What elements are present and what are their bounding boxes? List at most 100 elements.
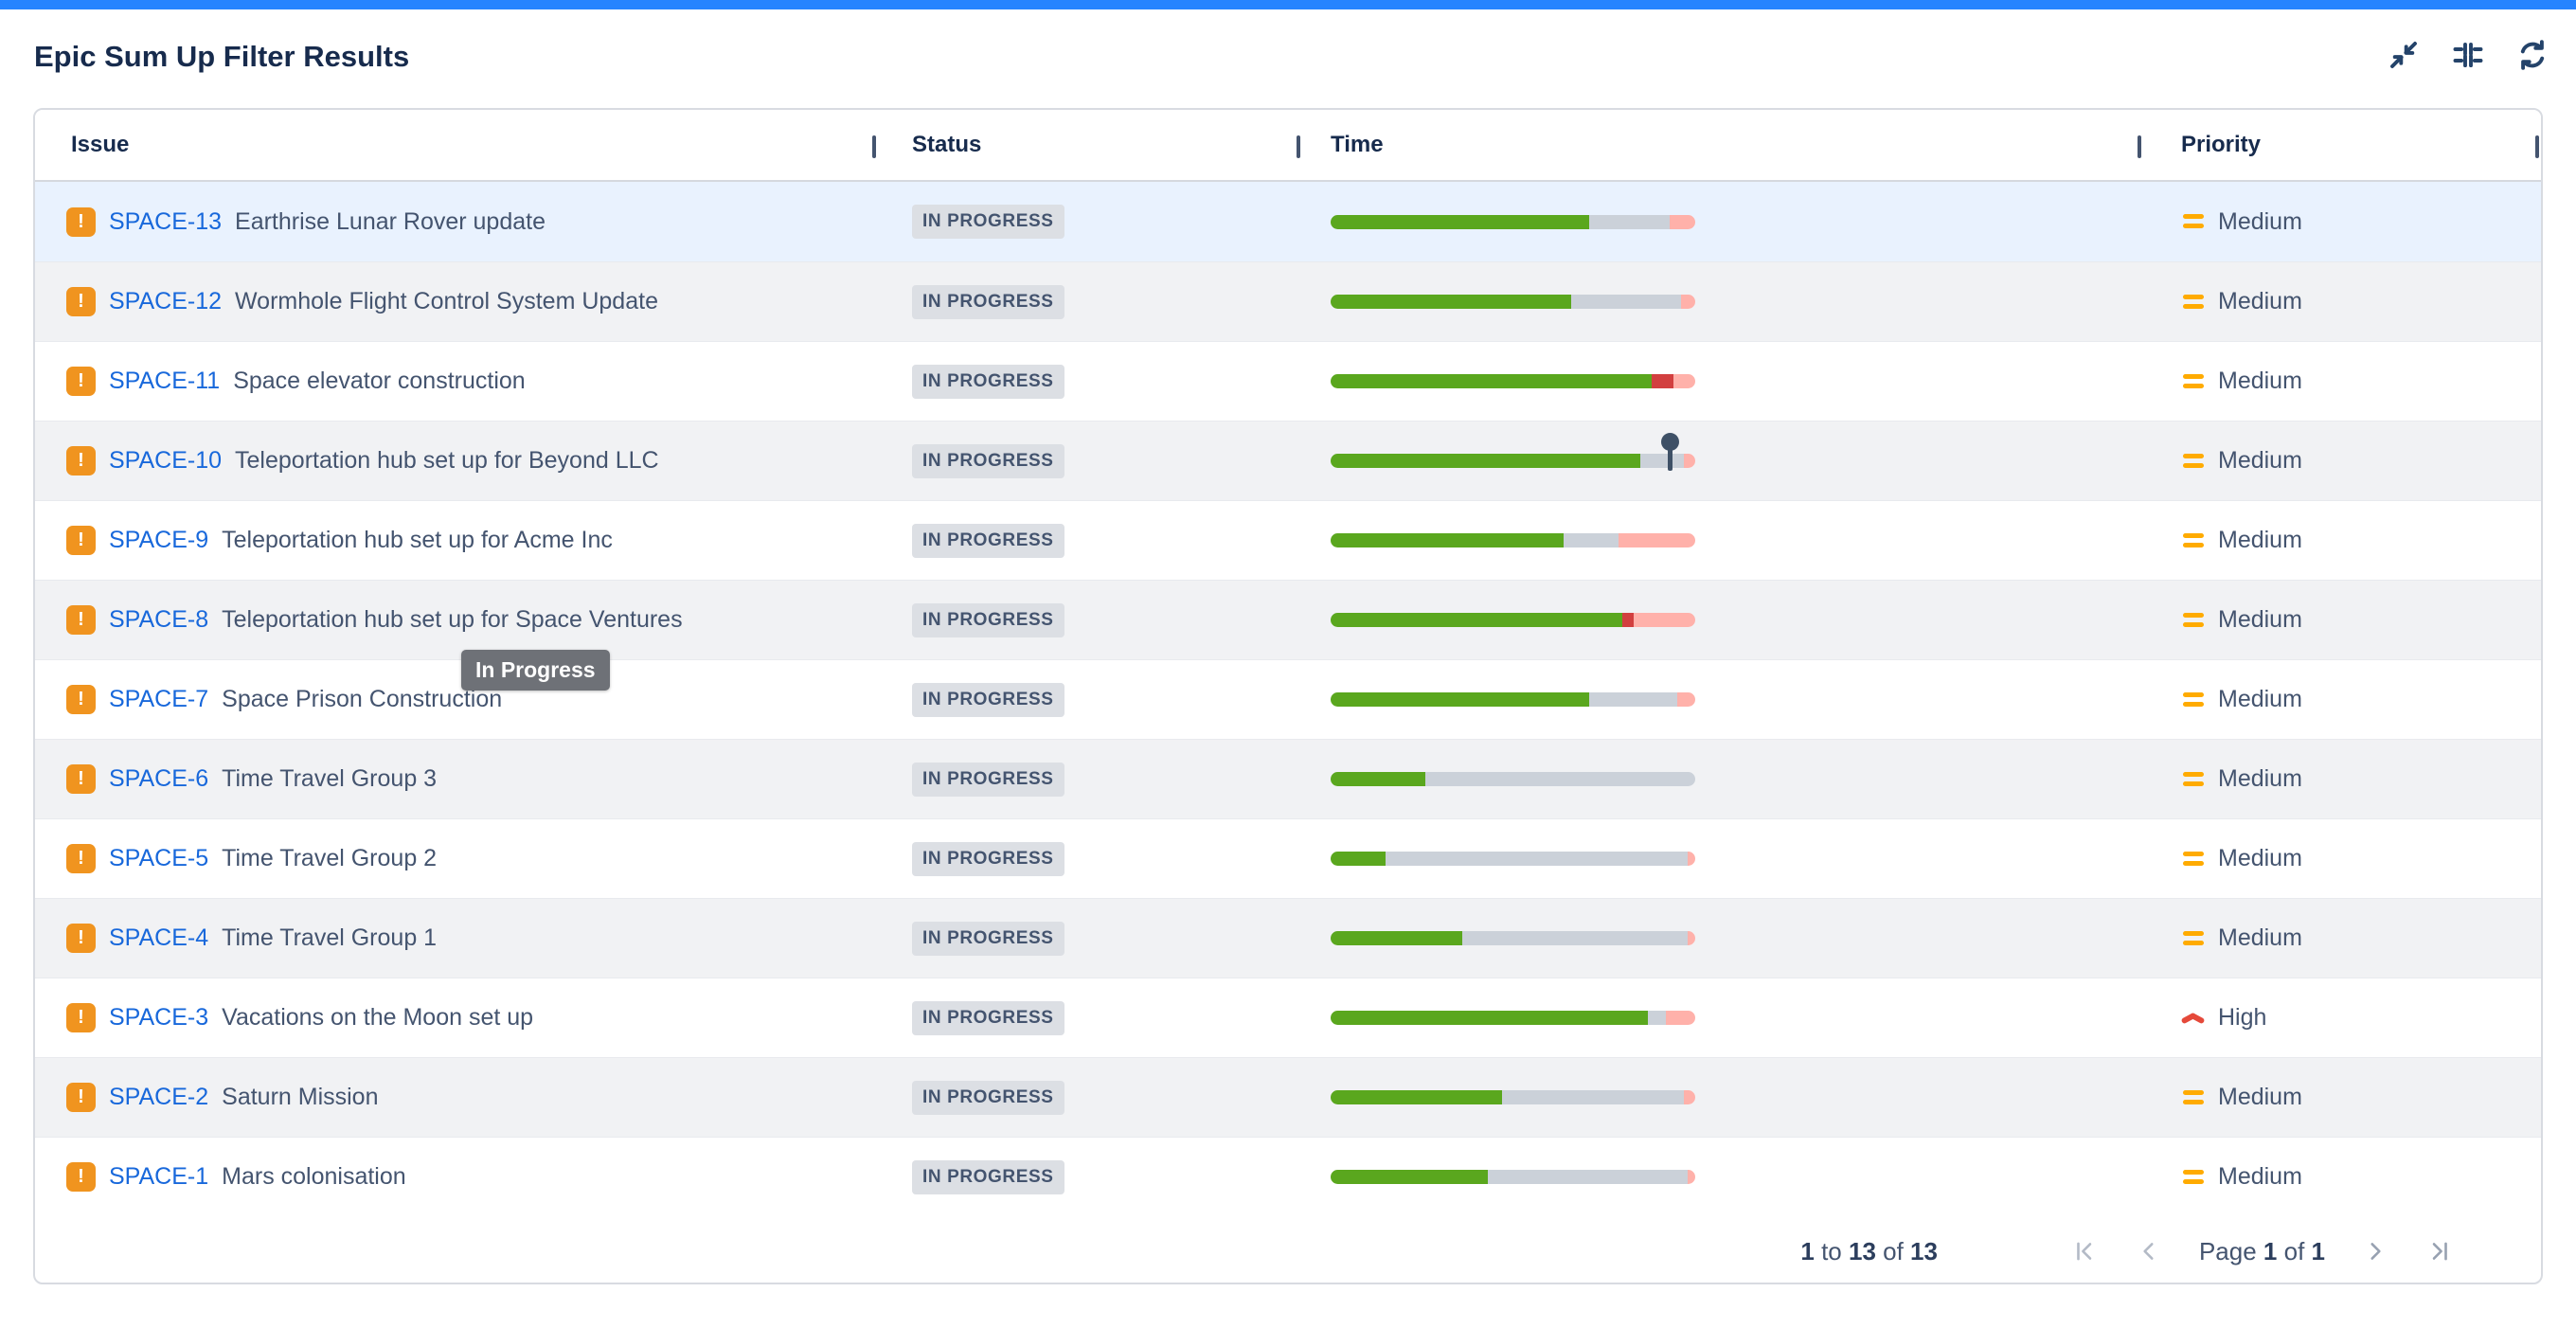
table-row[interactable]: ! SPACE-2 Saturn Mission IN PROGRESS Med…	[35, 1057, 2541, 1137]
time-progress-bar[interactable]	[1331, 852, 1695, 866]
time-progress-bar[interactable]	[1331, 533, 1695, 547]
column-resize-handle[interactable]	[2535, 135, 2539, 158]
table-row[interactable]: ! SPACE-12 Wormhole Flight Control Syste…	[35, 261, 2541, 341]
status-cell: IN PROGRESS	[874, 523, 1298, 558]
baseline-pin-marker[interactable]	[1661, 433, 1680, 471]
column-resize-handle[interactable]	[2138, 135, 2141, 158]
issue-key-link[interactable]: SPACE-1	[109, 1163, 209, 1190]
table-row[interactable]: ! SPACE-13 Earthrise Lunar Rover update …	[35, 182, 2541, 261]
priority-medium-icon	[2181, 290, 2206, 314]
status-badge[interactable]: IN PROGRESS	[912, 921, 1064, 956]
total-pages: 1	[2311, 1236, 2325, 1265]
table-row[interactable]: ! SPACE-9 Teleportation hub set up for A…	[35, 500, 2541, 580]
table-header-row: Issue Status Time Priority	[35, 110, 2541, 182]
issue-type-icon: !	[66, 1003, 96, 1032]
status-badge[interactable]: IN PROGRESS	[912, 364, 1064, 399]
issue-key-link[interactable]: SPACE-7	[109, 686, 209, 712]
status-badge[interactable]: IN PROGRESS	[912, 602, 1064, 637]
time-cell	[1298, 214, 2139, 229]
table-row[interactable]: ! SPACE-7 Space Prison Construction IN P…	[35, 659, 2541, 739]
time-progress-bar[interactable]	[1331, 931, 1695, 945]
column-header-issue[interactable]: Issue	[71, 132, 130, 157]
status-badge[interactable]: IN PROGRESS	[912, 1000, 1064, 1035]
time-progress-bar[interactable]	[1331, 295, 1695, 309]
status-badge[interactable]: IN PROGRESS	[912, 1080, 1064, 1115]
priority-cell: Medium	[2139, 527, 2541, 554]
progress-segment-gray	[1501, 1090, 1685, 1104]
column-header-priority[interactable]: Priority	[2181, 132, 2262, 157]
progress-segment-green	[1331, 772, 1426, 786]
collapse-icon[interactable]	[2387, 38, 2421, 72]
status-badge[interactable]: IN PROGRESS	[912, 284, 1064, 319]
time-progress-bar[interactable]	[1331, 214, 1695, 229]
time-progress-bar[interactable]	[1331, 692, 1695, 707]
issue-key-link[interactable]: SPACE-11	[109, 368, 221, 394]
issue-cell: ! SPACE-2 Saturn Mission	[35, 1083, 874, 1112]
time-progress-bar[interactable]	[1331, 772, 1695, 786]
priority-medium-icon	[2181, 847, 2206, 871]
next-page-button[interactable]	[2350, 1226, 2401, 1277]
time-progress-bar[interactable]	[1331, 1090, 1695, 1104]
priority-cell: Medium	[2139, 368, 2541, 395]
status-badge[interactable]: IN PROGRESS	[912, 523, 1064, 558]
time-progress-bar[interactable]	[1331, 374, 1695, 388]
issue-summary: Time Travel Group 2	[222, 845, 438, 871]
refresh-icon[interactable]	[2515, 38, 2549, 72]
issue-key-link[interactable]: SPACE-13	[109, 207, 223, 235]
first-page-button[interactable]	[2059, 1226, 2110, 1277]
table-row[interactable]: ! SPACE-8 Teleportation hub set up for S…	[35, 580, 2541, 659]
status-badge[interactable]: IN PROGRESS	[912, 1159, 1064, 1194]
gadget-toolbar	[2387, 38, 2549, 72]
issue-key-link[interactable]: SPACE-10	[109, 447, 223, 474]
table-row[interactable]: ! SPACE-3 Vacations on the Moon set up I…	[35, 978, 2541, 1057]
issue-key-link[interactable]: SPACE-9	[109, 527, 209, 553]
status-badge[interactable]: IN PROGRESS	[912, 841, 1064, 876]
priority-cell: Medium	[2139, 845, 2541, 872]
time-cell	[1298, 295, 2139, 309]
compress-icon[interactable]	[2451, 38, 2485, 72]
issue-key-link[interactable]: SPACE-8	[109, 606, 209, 633]
column-resize-handle[interactable]	[872, 135, 876, 158]
status-badge[interactable]: IN PROGRESS	[912, 762, 1064, 797]
issue-key-link[interactable]: SPACE-6	[109, 765, 209, 792]
previous-page-button[interactable]	[2123, 1226, 2174, 1277]
priority-medium-icon	[2181, 767, 2206, 792]
last-page-button[interactable]	[2414, 1226, 2465, 1277]
issue-key-link[interactable]: SPACE-4	[109, 924, 209, 951]
issue-key-link[interactable]: SPACE-2	[109, 1084, 209, 1110]
column-resize-handle[interactable]	[1297, 135, 1300, 158]
table-row[interactable]: ! SPACE-4 Time Travel Group 1 IN PROGRES…	[35, 898, 2541, 978]
column-header-status[interactable]: Status	[912, 132, 982, 157]
status-badge[interactable]: IN PROGRESS	[912, 682, 1064, 717]
table-row[interactable]: ! SPACE-6 Time Travel Group 3 IN PROGRES…	[35, 739, 2541, 818]
table-row[interactable]: ! SPACE-10 Teleportation hub set up for …	[35, 421, 2541, 500]
progress-segment-gray	[1461, 931, 1689, 945]
status-badge[interactable]: IN PROGRESS	[912, 205, 1064, 239]
progress-segment-pink	[1684, 1090, 1695, 1104]
progress-segment-green	[1331, 852, 1386, 866]
issue-key-link[interactable]: SPACE-3	[109, 1004, 209, 1031]
table-row[interactable]: ! SPACE-11 Space elevator construction I…	[35, 341, 2541, 421]
progress-segment-pink	[1680, 295, 1695, 309]
priority-medium-icon	[2181, 688, 2206, 712]
time-progress-bar[interactable]	[1331, 433, 1695, 471]
column-header-time[interactable]: Time	[1331, 132, 1384, 157]
progress-segment-red	[1651, 374, 1673, 388]
time-progress-bar[interactable]	[1331, 613, 1695, 627]
issue-key-link[interactable]: SPACE-5	[109, 845, 209, 871]
progress-segment-gray	[1589, 692, 1677, 707]
issue-key-link[interactable]: SPACE-12	[109, 288, 223, 314]
status-cell: IN PROGRESS	[874, 921, 1298, 956]
issue-cell: ! SPACE-7 Space Prison Construction	[35, 685, 874, 714]
time-progress-bar[interactable]	[1331, 1011, 1695, 1025]
time-cell	[1298, 1090, 2139, 1104]
priority-label: Medium	[2218, 606, 2302, 633]
time-progress-bar[interactable]	[1331, 1170, 1695, 1184]
status-badge[interactable]: IN PROGRESS	[912, 443, 1064, 478]
priority-label: Medium	[2218, 527, 2302, 553]
priority-cell: High	[2139, 1004, 2541, 1032]
progress-segment-gray	[1589, 214, 1671, 229]
table-row[interactable]: ! SPACE-1 Mars colonisation IN PROGRESS …	[35, 1137, 2541, 1216]
table-row[interactable]: ! SPACE-5 Time Travel Group 2 IN PROGRES…	[35, 818, 2541, 898]
issue-type-icon: !	[66, 1083, 96, 1112]
